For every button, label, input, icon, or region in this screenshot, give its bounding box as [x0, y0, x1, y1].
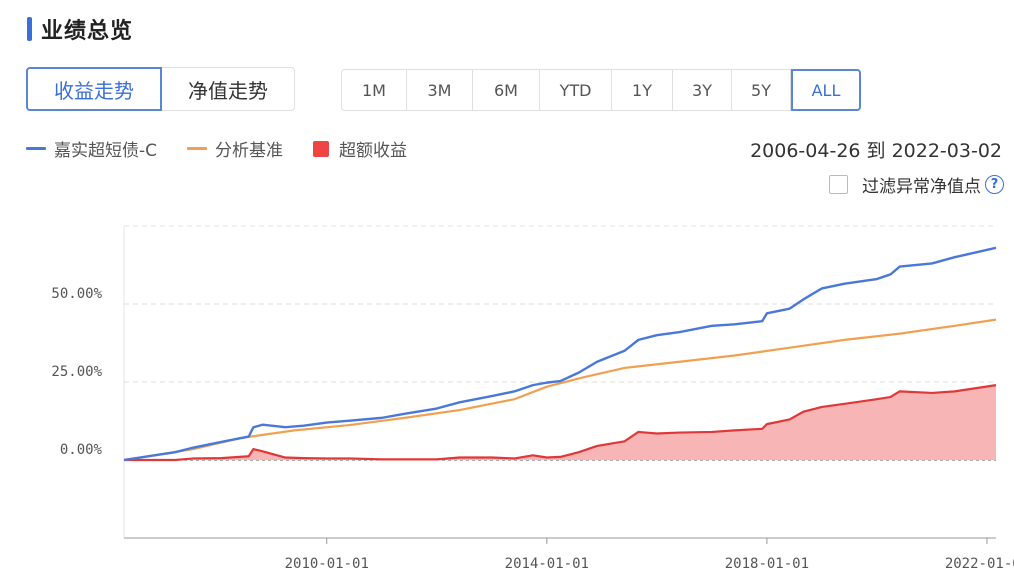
x-tick-label: 2022-01-01: [945, 556, 1014, 572]
legend-label-benchmark: 分析基准: [215, 141, 284, 161]
range-button-6m[interactable]: 6M: [473, 69, 540, 111]
range-button-5y[interactable]: 5Y: [732, 69, 791, 111]
section-header: 业绩总览: [27, 14, 133, 44]
filter-checkbox[interactable]: [829, 175, 848, 194]
date-range-text: 2006-04-26 到 2022-03-02: [750, 140, 1002, 162]
tab-return-trend[interactable]: 收益走势: [26, 67, 162, 111]
x-tick-label: 2014-01-01: [505, 556, 589, 572]
legend-label-fund: 嘉实超短债-C: [54, 141, 158, 161]
legend-item-fund[interactable]: 嘉实超短债-C: [26, 136, 157, 161]
excess-return-line: [124, 384, 997, 462]
fund-return-line: [123, 246, 997, 462]
legend-swatch-excess: [313, 140, 330, 157]
legend-swatch-benchmark: [187, 147, 208, 150]
range-button-1m[interactable]: 1M: [341, 69, 407, 111]
legend-item-excess[interactable]: 超额收益: [313, 136, 407, 161]
range-button-1y[interactable]: 1Y: [612, 69, 673, 111]
chart-legend: 嘉实超短债-C 分析基准 超额收益: [26, 136, 437, 161]
page-title: 业绩总览: [41, 19, 134, 44]
range-button-3y[interactable]: 3Y: [673, 69, 732, 111]
help-icon[interactable]: ?: [985, 175, 1004, 194]
range-button-all[interactable]: ALL: [791, 69, 861, 111]
range-button-ytd[interactable]: YTD: [540, 69, 612, 111]
range-button-3m[interactable]: 3M: [407, 69, 473, 111]
y-tick-label: 25.00%: [51, 364, 102, 380]
x-tick-label: 2018-01-01: [725, 556, 809, 572]
tab-nav-trend[interactable]: 净值走势: [162, 67, 295, 111]
y-tick-label: 0.00%: [60, 442, 103, 458]
title-accent-bar: [27, 17, 32, 41]
filter-abnormal-nav: 过滤异常净值点 ?: [829, 172, 1004, 197]
excess-return-area: [124, 385, 996, 460]
legend-label-excess: 超额收益: [339, 141, 408, 161]
x-tick-label: 2010-01-01: [285, 556, 369, 572]
benchmark-line: [123, 318, 997, 462]
y-tick-label: 50.00%: [51, 286, 102, 302]
legend-item-benchmark[interactable]: 分析基准: [187, 136, 283, 161]
return-chart: 0.00% 25.00% 50.00% 2010-01-01 2014-01-01 201…: [51, 225, 1014, 572]
time-range-selector: 1M 3M 6M YTD 1Y 3Y 5Y ALL: [341, 69, 861, 111]
legend-swatch-fund: [26, 147, 46, 150]
filter-label: 过滤异常净值点: [862, 177, 981, 197]
chart-mode-tabs: 收益走势 净值走势: [26, 67, 295, 111]
